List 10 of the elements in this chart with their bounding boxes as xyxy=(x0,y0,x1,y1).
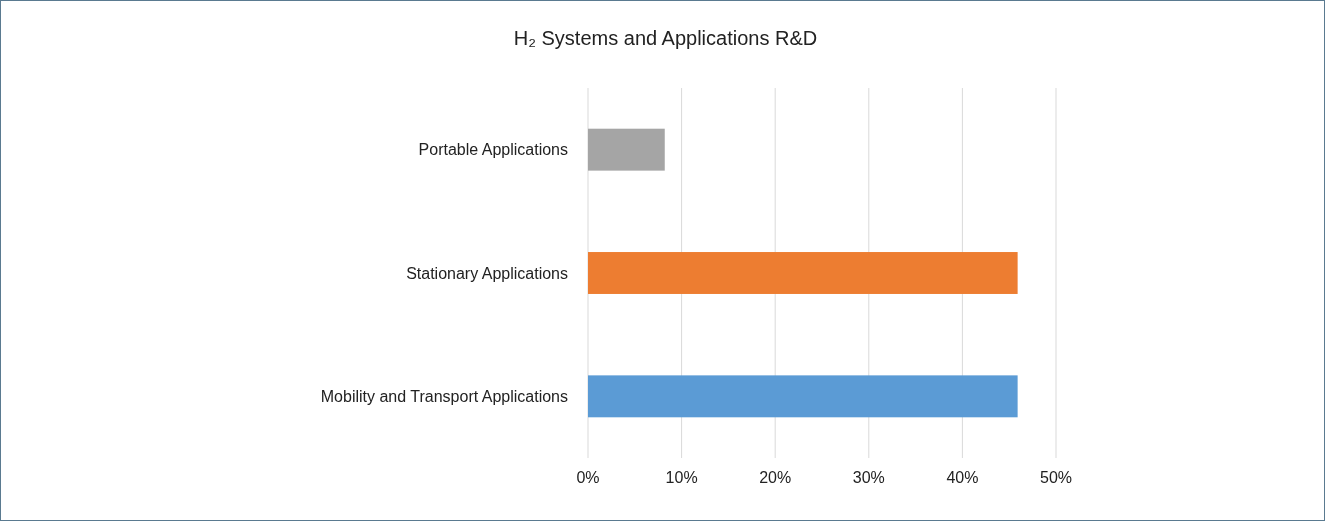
y-tick-label: Portable Applications xyxy=(418,141,568,159)
x-tick-label: 50% xyxy=(1039,469,1073,486)
y-tick-label: Mobility and Transport Applications xyxy=(320,387,568,405)
y-tick-label: Stationary Applications xyxy=(406,264,568,282)
x-tick-label: 30% xyxy=(852,469,885,486)
x-tick-label: 20% xyxy=(759,469,792,486)
chart-title: H₂ Systems and Applications R&D xyxy=(513,27,818,49)
x-tick-label: 40% xyxy=(946,469,979,486)
x-tick-label: 0% xyxy=(576,469,600,486)
x-tick-label: 10% xyxy=(665,469,698,486)
